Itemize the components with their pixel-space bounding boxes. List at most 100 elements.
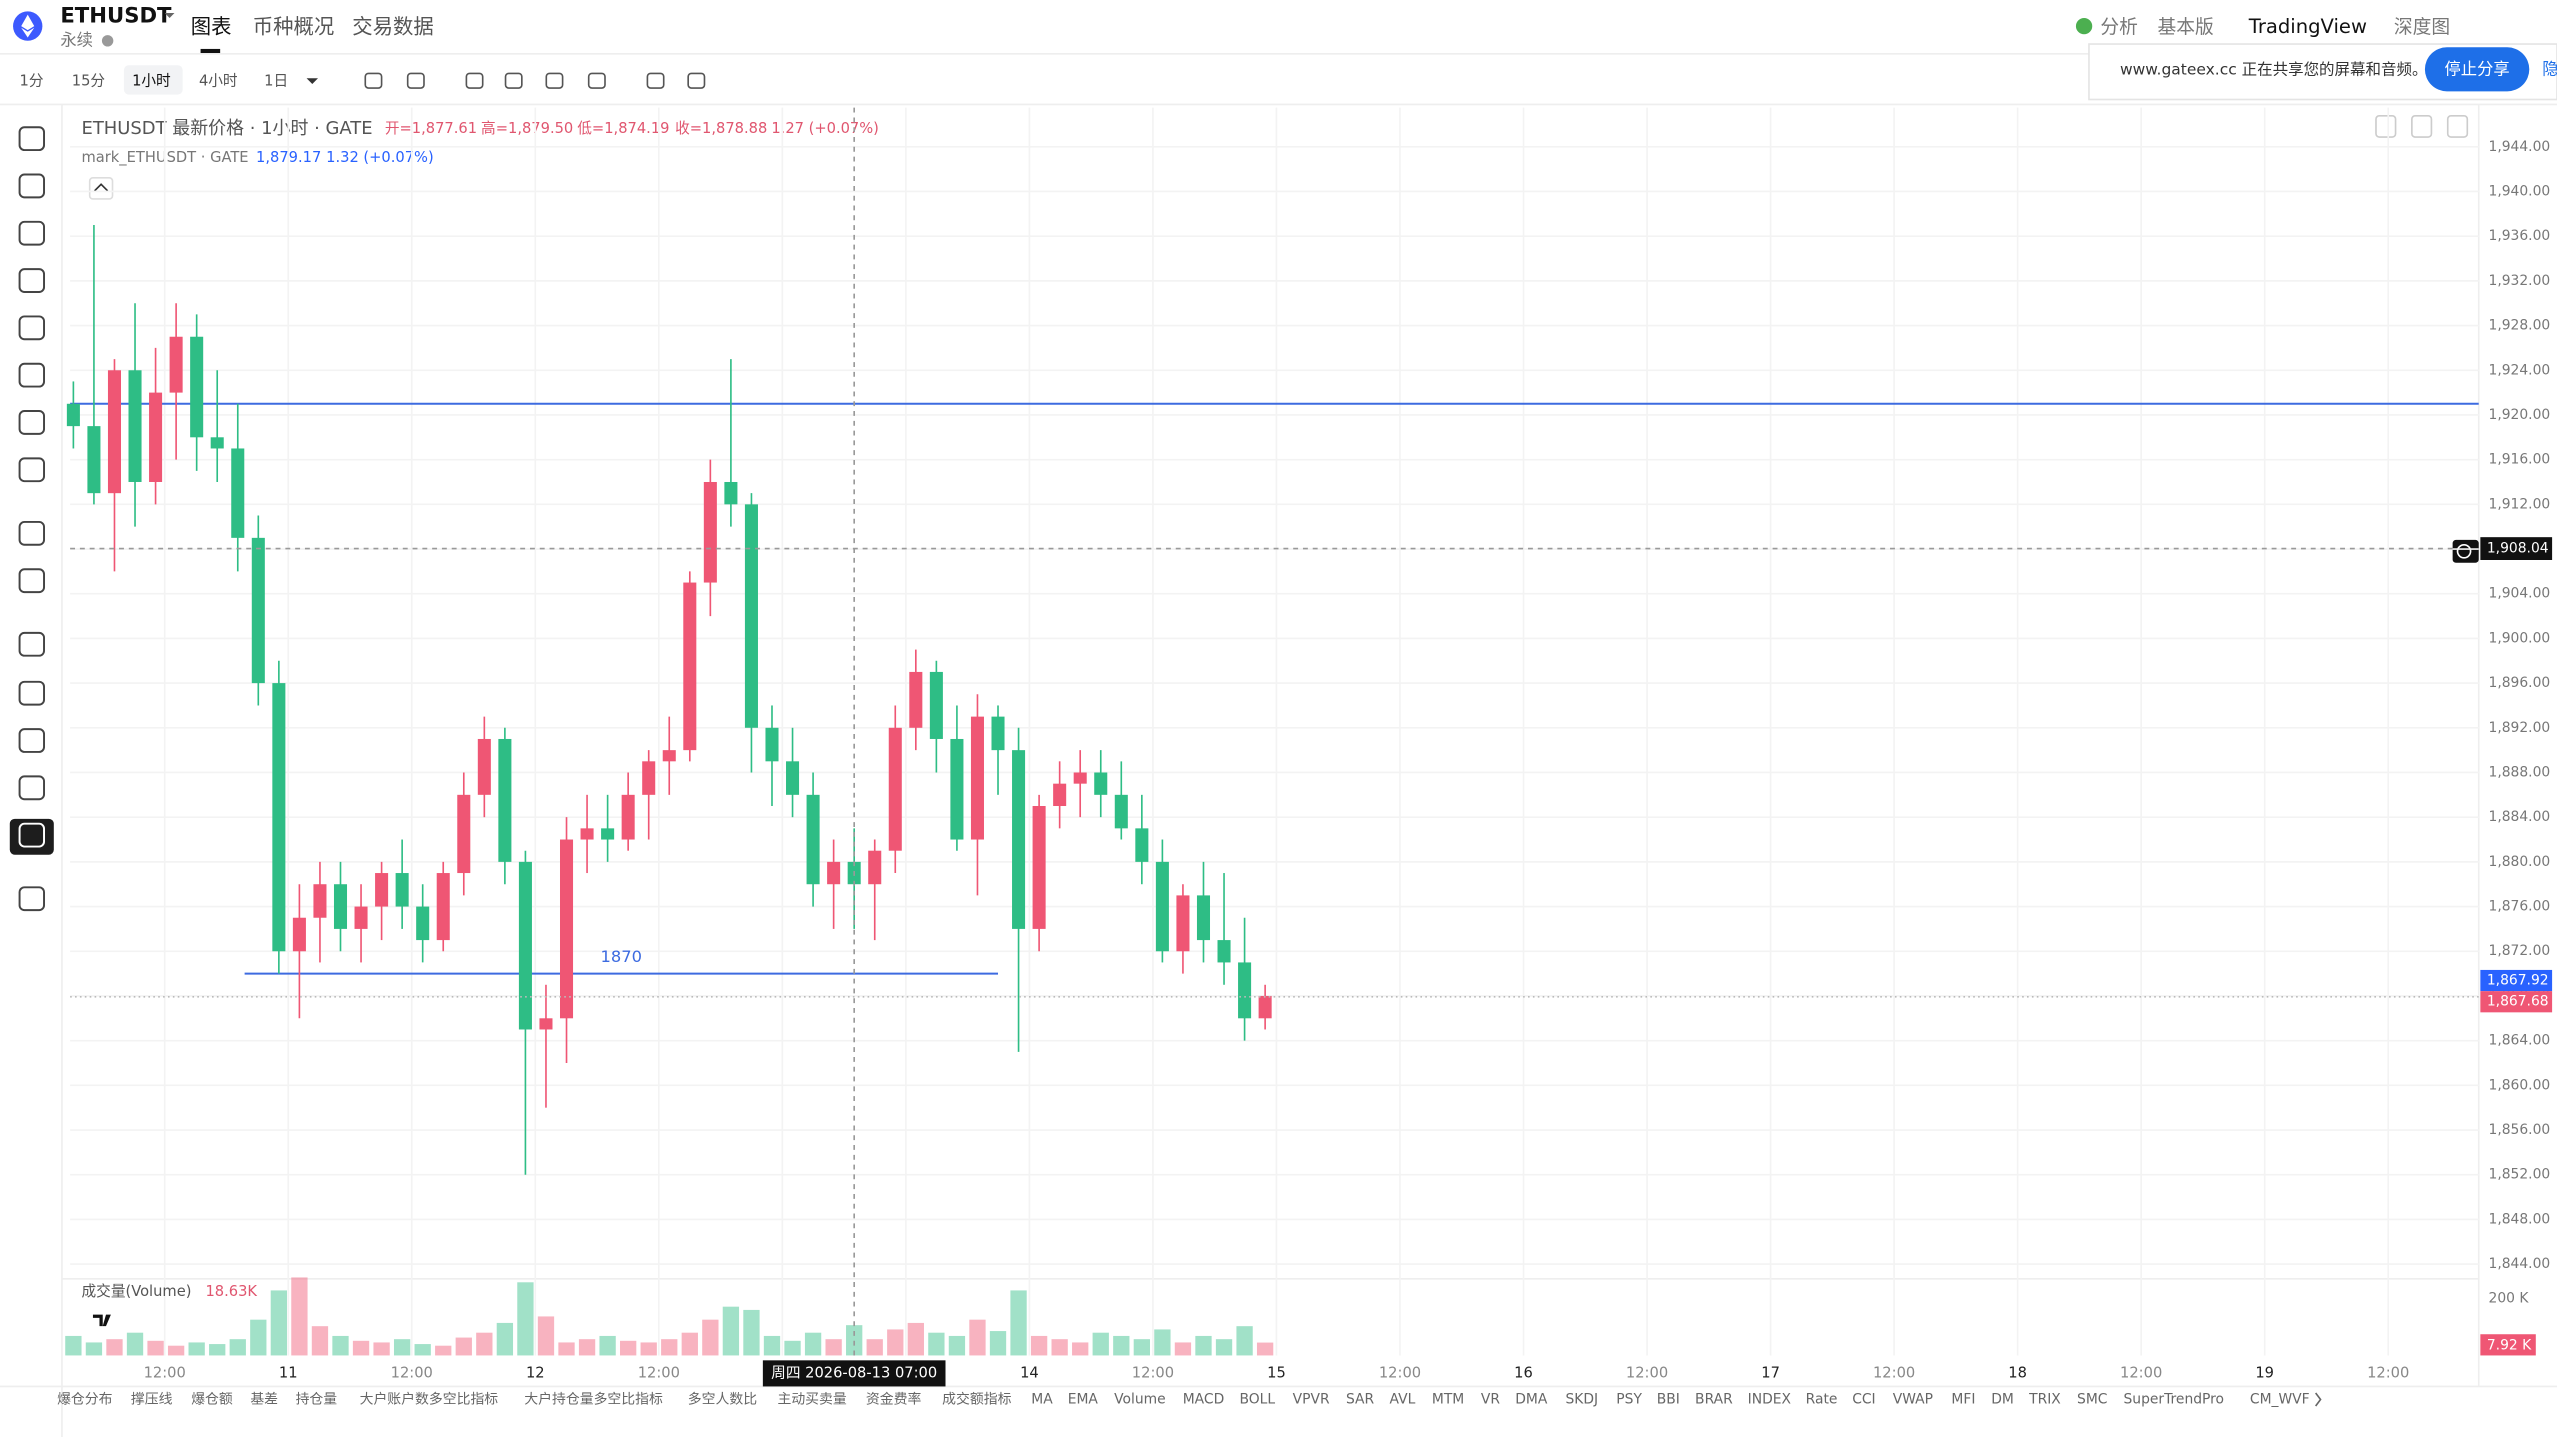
tool-icon[interactable] xyxy=(18,728,46,753)
pane-button[interactable] xyxy=(2375,114,2397,138)
toolbar-icon[interactable] xyxy=(646,72,665,89)
interval[interactable]: 15分 xyxy=(72,73,106,90)
candle-body xyxy=(1073,772,1087,784)
indicator-tab[interactable]: 爆仓分布 xyxy=(57,1391,113,1407)
hide-link[interactable]: 隐 xyxy=(2542,60,2557,79)
indicator-tab[interactable]: MA xyxy=(1031,1391,1053,1407)
tool-icon[interactable] xyxy=(18,568,46,594)
y-tick-label: 1,856.00 xyxy=(2489,1122,2551,1138)
indicator-tab[interactable]: CM_WVF xyxy=(2250,1391,2310,1407)
interval[interactable]: 4小时 xyxy=(199,73,238,90)
volume-bar xyxy=(1256,1342,1274,1356)
toolbar-icon[interactable] xyxy=(687,72,706,89)
indicator-tab[interactable]: SuperTrendPro xyxy=(2124,1391,2225,1407)
symbol[interactable]: ETHUSDT xyxy=(60,2,172,27)
tool-icon[interactable] xyxy=(18,268,46,293)
dropdown-arrow[interactable] xyxy=(164,13,175,18)
volume-bar xyxy=(1113,1335,1130,1356)
indicator-tab[interactable]: DM xyxy=(1991,1391,2014,1407)
top-link[interactable]: 深度图 xyxy=(2394,16,2450,38)
interval[interactable]: 1分 xyxy=(20,73,44,90)
tool-icon[interactable] xyxy=(18,410,46,435)
indicator-tab[interactable]: 主动买卖量 xyxy=(777,1391,846,1407)
indicator-tab[interactable]: VWAP xyxy=(1893,1391,1933,1407)
tool-icon[interactable] xyxy=(18,315,46,341)
volume-tag xyxy=(2480,1334,2536,1356)
indicator-tab[interactable]: 成交额指标 xyxy=(942,1390,1011,1407)
stop-share-label[interactable]: 停止分享 xyxy=(2445,60,2510,79)
indicator-tab[interactable]: BRAR xyxy=(1695,1391,1733,1407)
indicator-tab[interactable]: MFI xyxy=(1951,1391,1975,1407)
tool-icon[interactable] xyxy=(18,220,46,246)
top-link[interactable]: 基本版 xyxy=(2157,16,2213,38)
indicator-tab[interactable]: VPVR xyxy=(1293,1391,1330,1407)
pane-button[interactable] xyxy=(2411,114,2433,138)
info-icon[interactable] xyxy=(101,35,114,47)
stop-share-button[interactable] xyxy=(2424,47,2530,92)
indicator-tab[interactable]: 基差 xyxy=(250,1390,278,1407)
indicator-tab[interactable]: PSY xyxy=(1616,1391,1642,1407)
tool-icon[interactable] xyxy=(18,775,46,801)
candle-body xyxy=(559,839,574,1019)
toolbar-icon[interactable] xyxy=(587,72,606,89)
indicator-tab[interactable]: VR xyxy=(1481,1391,1500,1407)
indicator-tab[interactable]: INDEX xyxy=(1748,1391,1792,1407)
collapse-button[interactable] xyxy=(88,176,114,200)
volume-bar xyxy=(784,1340,801,1356)
indicator-tab[interactable]: 持仓量 xyxy=(296,1391,338,1407)
tool-icon[interactable] xyxy=(18,631,46,657)
candle-body xyxy=(190,336,204,438)
candle-body xyxy=(292,917,306,952)
indicator-tab[interactable]: 多空人数比 xyxy=(688,1390,757,1407)
indicator-tab[interactable]: 大户账户数多空比指标 xyxy=(360,1390,499,1407)
indicator-tab[interactable]: SAR xyxy=(1346,1391,1375,1407)
top-link[interactable]: 分析 xyxy=(2100,16,2137,38)
tool-icon[interactable] xyxy=(18,362,46,388)
nav-tab[interactable]: 图表 xyxy=(191,15,232,39)
collapse-icon xyxy=(94,183,109,192)
toolbar-icon[interactable] xyxy=(504,72,523,89)
indicator-tab[interactable]: EMA xyxy=(1068,1391,1099,1407)
volume-bar xyxy=(106,1339,123,1356)
interval[interactable]: 1小时 xyxy=(132,73,171,90)
indicator-tab[interactable]: DMA xyxy=(1515,1391,1548,1407)
indicator-tab[interactable]: 资金费率 xyxy=(866,1390,922,1407)
top-link[interactable]: TradingView xyxy=(2248,15,2367,38)
nav-tab[interactable]: 交易数据 xyxy=(352,15,434,39)
more-arrow[interactable] xyxy=(2314,1392,2322,1407)
tool-icon[interactable] xyxy=(18,822,46,848)
tool-icon[interactable] xyxy=(18,680,46,706)
indicator-tab[interactable]: BOLL xyxy=(1239,1391,1275,1407)
indicator-tab[interactable]: 爆仓额 xyxy=(191,1391,233,1407)
y-tick-label: 1,852.00 xyxy=(2489,1167,2551,1183)
toolbar-icon[interactable] xyxy=(465,72,484,89)
nav-tab[interactable]: 币种概况 xyxy=(253,15,335,39)
tool-icon[interactable] xyxy=(18,886,46,912)
indicator-tab[interactable]: 撑压线 xyxy=(131,1391,173,1407)
indicator-tab[interactable]: SMC xyxy=(2077,1391,2107,1407)
x-tick-label: 12:00 xyxy=(2367,1364,2409,1381)
tool-icon[interactable] xyxy=(18,173,46,199)
pane-button[interactable] xyxy=(2446,114,2469,138)
indicator-tab[interactable]: 大户持仓量多空比指标 xyxy=(524,1390,663,1407)
indicator-tab[interactable]: MTM xyxy=(1432,1391,1464,1407)
indicator-tab[interactable]: Volume xyxy=(1114,1391,1166,1407)
toolbar-icon[interactable] xyxy=(364,72,383,89)
indicator-tab[interactable]: AVL xyxy=(1390,1391,1416,1407)
tool-icon[interactable] xyxy=(18,457,46,483)
dropdown-arrow[interactable] xyxy=(306,78,318,85)
indicator-tab[interactable]: BBI xyxy=(1657,1391,1680,1407)
interval[interactable]: 1日 xyxy=(264,73,288,90)
indicator-tab[interactable]: MACD xyxy=(1183,1391,1225,1407)
volume-bar xyxy=(435,1345,452,1356)
toolbar-icon[interactable] xyxy=(406,72,425,89)
indicator-tab[interactable]: SKDJ xyxy=(1565,1391,1598,1407)
indicator-tab[interactable]: Rate xyxy=(1806,1391,1838,1407)
crosshair-add-button[interactable] xyxy=(2452,539,2479,563)
toolbar-icon[interactable] xyxy=(545,72,564,89)
tool-icon[interactable] xyxy=(18,126,46,152)
tool-icon[interactable] xyxy=(18,520,46,546)
indicator-tab[interactable]: TRIX xyxy=(2028,1391,2061,1407)
indicator-tab[interactable]: CCI xyxy=(1852,1391,1875,1407)
